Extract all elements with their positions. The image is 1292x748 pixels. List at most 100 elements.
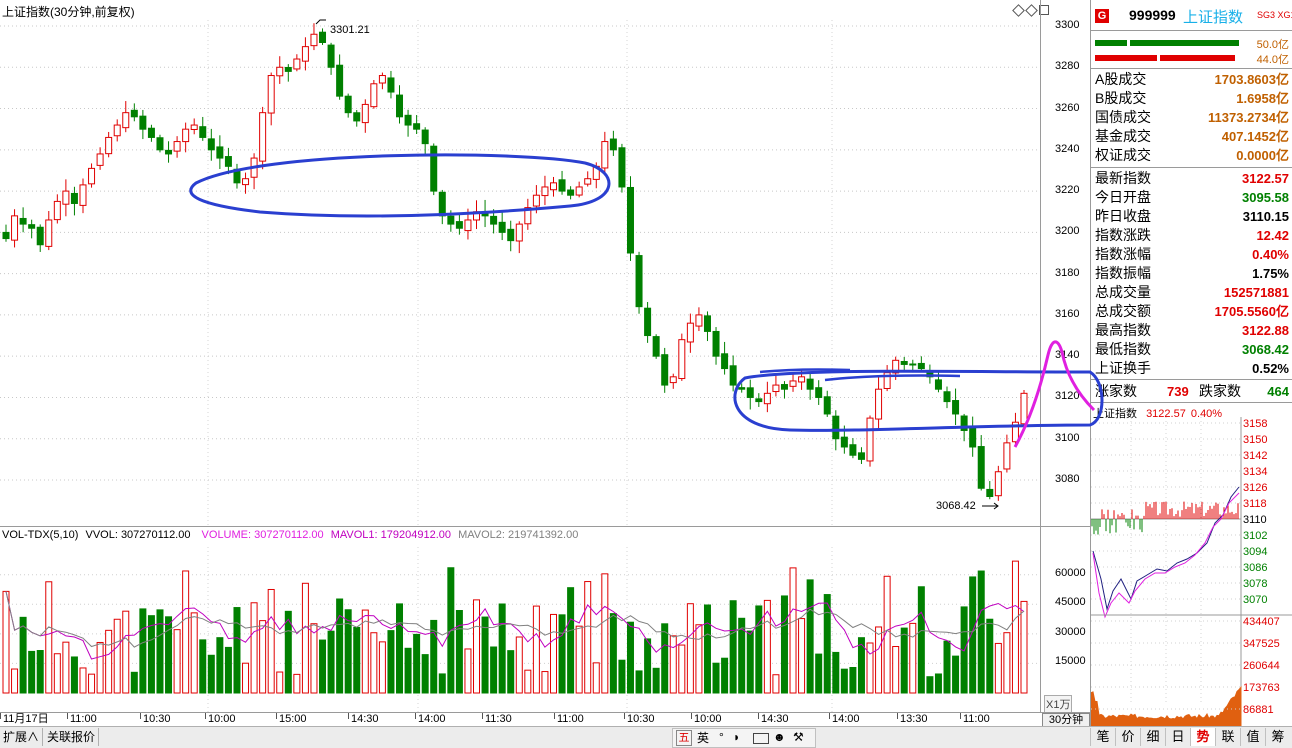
candle[interactable] [464, 208, 472, 240]
candle[interactable] [11, 209, 19, 248]
volume-bar[interactable] [943, 640, 951, 694]
volume-bar[interactable] [806, 579, 814, 694]
candle[interactable] [943, 386, 951, 409]
candle[interactable] [558, 170, 566, 195]
candle[interactable] [960, 413, 968, 442]
volume-bar[interactable] [199, 639, 207, 694]
candle[interactable] [79, 178, 87, 214]
volume-bar[interactable] [729, 600, 737, 694]
candle[interactable] [70, 186, 78, 216]
candle[interactable] [113, 119, 121, 142]
volume-bar[interactable] [36, 650, 44, 694]
candle[interactable] [250, 153, 258, 190]
volume-bar[interactable] [721, 657, 729, 694]
volume-bar[interactable] [994, 642, 1002, 694]
candle[interactable] [455, 214, 463, 235]
candle[interactable] [19, 207, 27, 233]
candle[interactable] [413, 115, 421, 135]
volume-bar[interactable] [259, 620, 267, 694]
volume-bar[interactable] [293, 673, 301, 694]
g-badge[interactable]: G [1095, 9, 1109, 23]
candle[interactable] [780, 381, 788, 399]
volume-bar[interactable] [216, 637, 224, 694]
volume-bar[interactable] [490, 646, 498, 694]
square-icon[interactable] [1039, 5, 1049, 15]
candle[interactable] [644, 301, 652, 343]
volume-bar[interactable] [712, 662, 720, 694]
right-tab[interactable]: 势 [1190, 728, 1215, 746]
right-tab[interactable]: 细 [1140, 728, 1165, 746]
candle[interactable] [840, 425, 848, 454]
volume-bar[interactable] [79, 667, 87, 694]
volume-bar[interactable] [686, 603, 694, 694]
volume-bar[interactable] [378, 641, 386, 694]
volume-bar[interactable] [823, 594, 831, 694]
volume-bar[interactable] [952, 655, 960, 694]
volume-bar[interactable] [88, 673, 96, 694]
candle[interactable] [130, 103, 138, 122]
volume-bar[interactable] [892, 646, 900, 694]
candle[interactable] [327, 42, 335, 75]
candle[interactable] [755, 393, 763, 407]
volume-bar[interactable] [524, 669, 532, 694]
candle[interactable] [549, 176, 557, 197]
right-tab[interactable]: 笔 [1090, 728, 1115, 746]
volume-bar[interactable] [421, 654, 429, 694]
volume-chart[interactable] [0, 527, 1090, 715]
candle[interactable] [88, 163, 96, 188]
candle[interactable] [695, 307, 703, 332]
candle[interactable] [105, 131, 113, 158]
volume-bar[interactable] [857, 637, 865, 694]
volume-bar[interactable] [284, 610, 292, 694]
volume-bar[interactable] [703, 604, 711, 694]
candle[interactable] [378, 72, 386, 90]
candle[interactable] [934, 371, 942, 393]
keyboard-icon[interactable] [753, 733, 769, 744]
candlestick-chart[interactable] [0, 0, 1090, 526]
volume-bar[interactable] [926, 676, 934, 694]
volume-bar[interactable] [319, 639, 327, 694]
candle[interactable] [738, 383, 746, 393]
candle[interactable] [224, 147, 232, 175]
volume-bar[interactable] [327, 630, 335, 694]
candle[interactable] [703, 311, 711, 342]
volume-bar[interactable] [139, 608, 147, 694]
volume-bar[interactable] [507, 650, 515, 694]
candle[interactable] [96, 147, 104, 170]
candle[interactable] [182, 122, 190, 153]
volume-bar[interactable] [575, 625, 583, 694]
volume-bar[interactable] [413, 633, 421, 694]
volume-bar[interactable] [977, 570, 985, 694]
candle[interactable] [310, 23, 318, 51]
volume-bar[interactable] [900, 627, 908, 694]
candle[interactable] [763, 381, 771, 413]
volume-bar[interactable] [755, 605, 763, 694]
volume-bar[interactable] [567, 587, 575, 694]
volume-bar[interactable] [592, 662, 600, 694]
volume-bar[interactable] [866, 642, 874, 694]
candle[interactable] [917, 356, 925, 372]
candle[interactable] [165, 141, 173, 163]
volume-bar[interactable] [909, 622, 917, 694]
volume-bar[interactable] [763, 599, 771, 694]
volume-bar[interactable] [250, 602, 258, 694]
candle[interactable] [609, 130, 617, 156]
volume-bar[interactable] [353, 626, 361, 694]
volume-bar[interactable] [772, 674, 780, 694]
candle[interactable] [669, 373, 677, 389]
candle[interactable] [507, 220, 515, 252]
candle[interactable] [977, 435, 985, 491]
volume-bar[interactable] [917, 586, 925, 694]
candle[interactable] [353, 110, 361, 127]
candle[interactable] [438, 189, 446, 225]
candle[interactable] [122, 101, 130, 133]
volume-bar[interactable] [147, 615, 155, 694]
candle[interactable] [36, 224, 44, 252]
candle[interactable] [823, 390, 831, 417]
volume-bar[interactable] [233, 607, 241, 694]
volume-bar[interactable] [661, 623, 669, 694]
volume-bar[interactable] [173, 629, 181, 694]
candle[interactable] [678, 333, 686, 381]
volume-bar[interactable] [301, 582, 309, 694]
volume-bar[interactable] [2, 590, 10, 694]
